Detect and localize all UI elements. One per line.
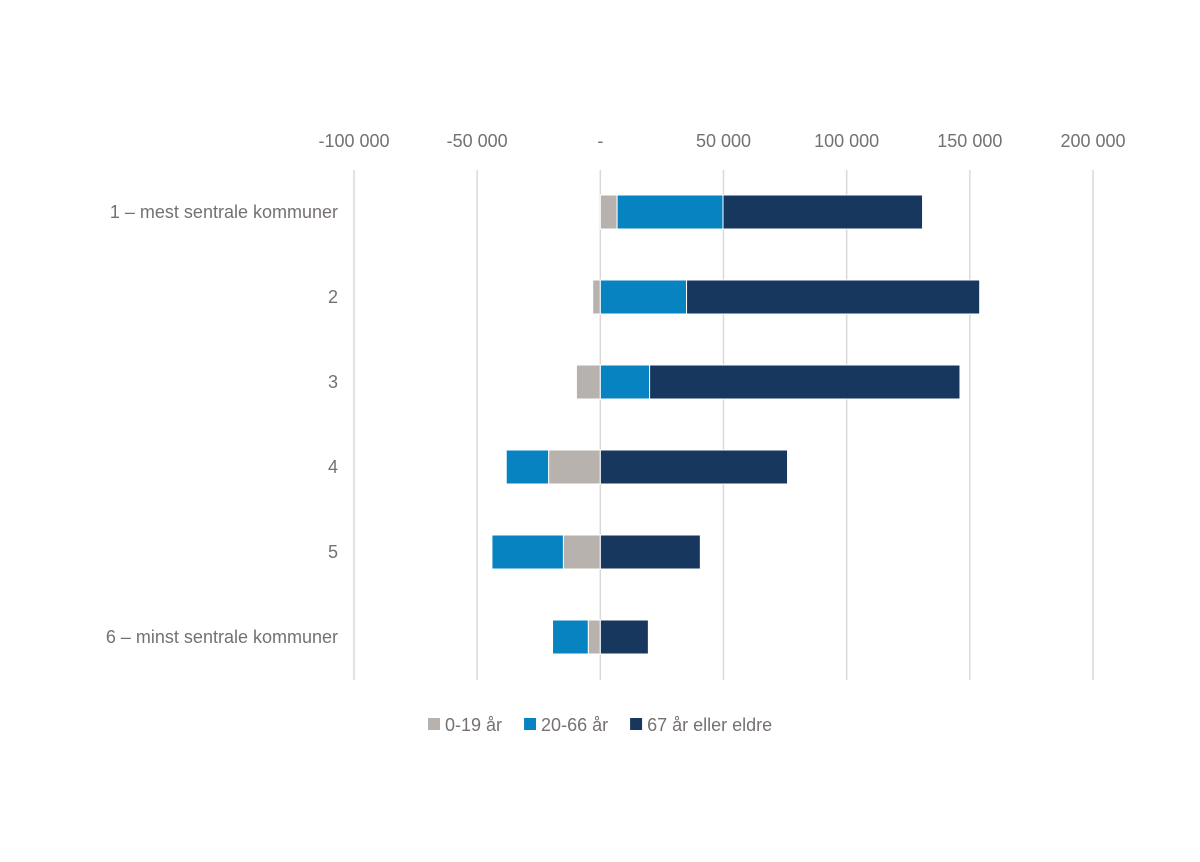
x-tick-labels: -100 000 -50 000-50 000 100 000 150 000 200 … [318,131,1125,151]
category-label: 6 – minst sentrale kommuner [106,627,338,647]
x-tick-label: -100 000 [318,131,389,151]
bar-segment [552,619,589,655]
category-label: 1 – mest sentrale kommuner [110,202,338,222]
bar-segment [599,619,649,655]
legend-swatch [524,718,537,730]
category-labels: 1 – mest sentrale kommuner 2 3 4 5 6 – minst … [106,202,338,647]
bar-segment [562,534,601,570]
legend-label: 67 år eller eldre [647,715,772,735]
bar-segment [548,449,601,485]
bar-segment [575,364,601,400]
bar-segment [649,364,961,400]
bar-segment [599,449,789,485]
category-label: 3 [328,372,338,392]
legend-label: 20-66 år [541,715,608,735]
legend-label: 0-19 år [445,715,502,735]
legend-swatch [428,718,440,730]
bar-segment [722,194,924,230]
bar-segment [616,194,724,230]
legend: 0-19 år 20-66 år 67 år eller eldre [428,715,772,735]
x-tick-label: -50 000 [447,131,508,151]
bar-segment [599,279,688,315]
bar-segment [599,364,651,400]
bar-segment [599,534,701,570]
category-label: 2 [328,287,338,307]
bar-segment [587,619,601,655]
category-label: 5 [328,542,338,562]
bars [491,194,981,655]
x-tick-label: - [597,131,603,151]
bar-segment [686,279,981,315]
bar-segment [505,449,550,485]
category-label: 4 [328,457,338,477]
gridlines [353,170,1094,680]
bar-segment [491,534,564,570]
x-tick-label: 200 000 [1060,131,1125,151]
legend-swatch [630,718,643,730]
x-tick-label: 100 000 [814,131,879,151]
bar-segment [599,194,618,230]
x-tick-label: 150 000 [937,131,1002,151]
bar-segment [592,279,601,315]
x-tick-label: 50 000 [696,131,751,151]
